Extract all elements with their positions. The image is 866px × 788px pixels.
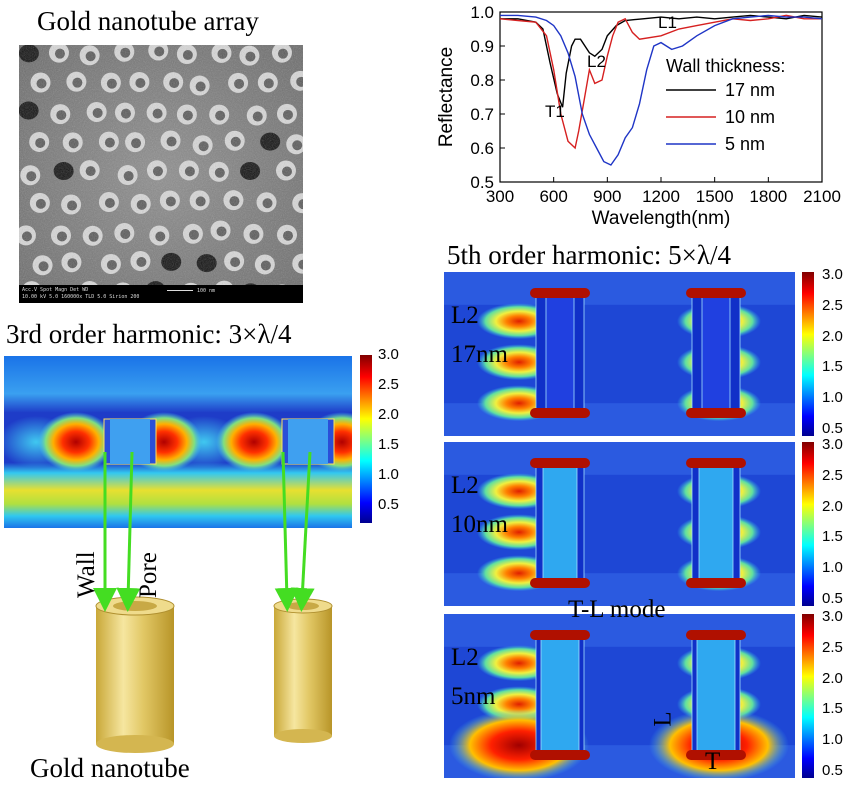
- sem-info-bar: Acc.V Spot Magn Det WD 10.00 kV 5.0 1600…: [19, 285, 303, 303]
- sem-title: Gold nanotube array: [37, 6, 259, 36]
- series-line-10nm: [500, 14, 822, 150]
- harmonic3-title: 3rd order harmonic: 3×λ/4: [6, 319, 292, 349]
- harmonic5-panel-17nm: [444, 272, 795, 436]
- panel-thickness-label: 10nm: [451, 511, 508, 538]
- pore-label: Pore: [135, 552, 162, 598]
- harmonic3-colorbar-tick-2: 2.0: [378, 406, 399, 423]
- sem-scale-bar: [167, 290, 193, 291]
- x-tick-label: 600: [539, 187, 567, 206]
- harmonic3-colorbar-tick-4: 1.0: [378, 466, 399, 483]
- x-tick-label: 1800: [749, 187, 787, 206]
- harmonic5-colorbar-2: [802, 614, 814, 778]
- legend-title: Wall thickness:: [666, 56, 785, 76]
- harmonic5-colorbar-0-tick-5: 0.5: [822, 420, 843, 437]
- x-tick-label: 900: [593, 187, 621, 206]
- x-tick-label: 1200: [642, 187, 680, 206]
- harmonic5-colorbar-1-tick-2: 2.0: [822, 497, 843, 515]
- y-tick-label: 0.8: [470, 71, 494, 90]
- harmonic5-colorbar-2-tick-4: 1.0: [822, 731, 843, 749]
- sem-meta-row2: 10.00 kV 5.0 160000x TLD 5.0 Sirion 200: [22, 294, 140, 300]
- harmonic5-title: 5th order harmonic: 5×λ/4: [447, 240, 732, 270]
- chart-plot-area: [499, 11, 823, 183]
- y-axis-label: Reflectance: [436, 47, 457, 147]
- harmonic5-colorbar-2-tick-5: 0.5: [822, 762, 843, 779]
- y-tick-label: 0.7: [470, 105, 494, 124]
- t-mode-label: T: [705, 748, 721, 775]
- harmonic5-colorbar-0-tick-1: 2.5: [822, 296, 843, 314]
- tl-mode-label: T-L mode: [568, 596, 666, 623]
- panel-mode-label: L2: [451, 302, 479, 329]
- harmonic5-colorbar-1-tick-4: 1.0: [822, 559, 843, 577]
- harmonic5-panel-5nm: [444, 614, 795, 778]
- legend-entry: 10 nm: [725, 107, 775, 127]
- annotation-L1: L1: [658, 13, 677, 32]
- tube-right: [273, 598, 333, 743]
- y-tick-label: 0.5: [470, 173, 494, 192]
- harmonic5-colorbar-0-tick-2: 2.0: [822, 327, 843, 345]
- x-tick-label: 2100: [803, 187, 841, 206]
- harmonic5-colorbar-1-tick-0: 3.0: [822, 436, 843, 453]
- harmonic5-colorbar-2-tick-3: 1.5: [822, 700, 843, 718]
- nanotube-diagram: [93, 451, 333, 753]
- legend-entry: 17 nm: [725, 80, 775, 100]
- wall-label: Wall: [73, 551, 100, 598]
- harmonic5-colorbar-2-tick-1: 2.5: [822, 638, 843, 656]
- harmonic5-colorbar-2-tick-2: 2.0: [822, 669, 843, 687]
- harmonic3-colorbar-tick-0: 3.0: [378, 346, 399, 363]
- panel-thickness-label: 5nm: [451, 683, 496, 710]
- chart-legend: Wall thickness: 17 nm 10 nm 5 nm: [666, 56, 785, 154]
- legend-entry: 5 nm: [725, 134, 765, 154]
- annotation-T1: T1: [545, 102, 565, 121]
- harmonic5-colorbar-0: [802, 272, 814, 436]
- harmonic5-colorbar-1-tick-1: 2.5: [822, 466, 843, 484]
- harmonic5-colorbar-0-tick-4: 1.0: [822, 389, 843, 407]
- x-tick-label: 1500: [696, 187, 734, 206]
- reflectance-chart: 300 600 900 1200 1500 1800 2100 0.5 0.6 0.7 0.8 0.9…: [436, 3, 841, 229]
- harmonic5-colorbar-1-tick-3: 1.5: [822, 528, 843, 546]
- harmonic3-field-map: [4, 356, 352, 528]
- harmonic5-colorbar-1-tick-5: 0.5: [822, 590, 843, 607]
- harmonic3-colorbar: [360, 355, 372, 523]
- harmonic3-colorbar-tick-1: 2.5: [378, 376, 399, 393]
- x-axis-label: Wavelength(nm): [592, 208, 731, 229]
- nanotube-caption: Gold nanotube: [30, 753, 190, 783]
- harmonic5-colorbar-0-tick-3: 1.5: [822, 358, 843, 376]
- sem-scale-label: 100 nm: [197, 288, 216, 294]
- sem-image: [19, 45, 303, 303]
- annotation-L2: L2: [587, 52, 606, 71]
- panel-mode-label: L2: [451, 644, 479, 671]
- y-tick-label: 0.6: [470, 139, 494, 158]
- harmonic5-colorbar-0-tick-0: 3.0: [822, 266, 843, 283]
- sem-meta-row1: Acc.V Spot Magn Det WD: [22, 287, 89, 293]
- harmonic5-colorbar-2-tick-0: 3.0: [822, 608, 843, 625]
- harmonic5-colorbar-1: [802, 442, 814, 606]
- x-tick-label: 300: [486, 187, 514, 206]
- series-line-17nm: [500, 14, 822, 108]
- y-tick-label: 0.9: [470, 37, 494, 56]
- series-line-5nm: [500, 14, 822, 166]
- harmonic5-panel-10nm: [444, 442, 795, 606]
- panel-thickness-label: 17nm: [451, 341, 508, 368]
- panel-mode-label: L2: [451, 472, 479, 499]
- harmonic3-colorbar-tick-5: 0.5: [378, 496, 399, 513]
- tube-left: [95, 596, 175, 753]
- l-mode-label: L: [649, 711, 677, 727]
- y-tick-label: 1.0: [470, 3, 494, 22]
- harmonic3-colorbar-tick-3: 1.5: [378, 436, 399, 453]
